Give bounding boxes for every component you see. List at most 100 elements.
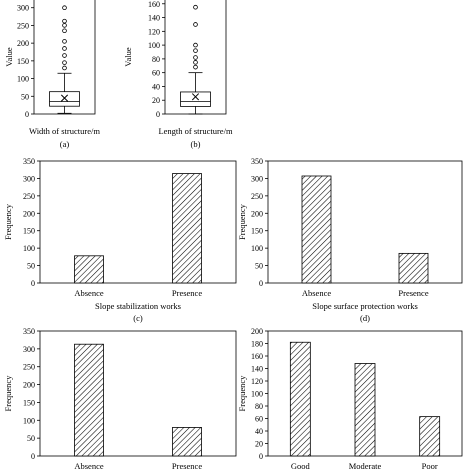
x-tick-label: Presence xyxy=(398,288,428,298)
y-tick-label: 120 xyxy=(148,27,160,36)
outlier-point xyxy=(62,65,67,71)
outlier-point xyxy=(62,28,67,34)
outlier-point xyxy=(193,4,198,10)
plot-frame xyxy=(39,330,237,457)
bar xyxy=(74,343,104,457)
outlier-point xyxy=(62,39,67,44)
y-tick-label: 180 xyxy=(251,340,263,349)
y-tick-label: 20 xyxy=(255,440,263,449)
outlier-point xyxy=(62,53,67,58)
y-tick-label: 200 xyxy=(251,327,263,336)
bar xyxy=(419,416,441,457)
y-tick-label: 50 xyxy=(27,262,35,271)
x-tick-label: Absence xyxy=(74,461,103,471)
bar xyxy=(172,427,202,457)
y-tick-label: 300 xyxy=(251,174,263,183)
x-tick-label: Moderate xyxy=(349,461,382,471)
y-tick-label: 40 xyxy=(255,427,263,436)
chart-panel-4: 0 50 100 150 200 250 300 350 Frequency Absence Pre… xyxy=(237,157,463,323)
y-tick-label: 150 xyxy=(23,398,35,407)
outlier-point xyxy=(193,42,198,48)
outlier-point xyxy=(62,60,67,65)
y-tick-label: 100 xyxy=(251,390,263,399)
outlier-point xyxy=(62,18,67,24)
y-tick-label: 300 xyxy=(17,4,29,13)
mean-marker xyxy=(60,94,69,102)
y-tick-label: 0 xyxy=(259,452,263,461)
y-tick-label: 200 xyxy=(23,209,35,218)
y-tick-label: 60 xyxy=(255,415,263,424)
y-axis-label: Frequency xyxy=(237,375,247,412)
outlier-point xyxy=(62,23,67,28)
y-tick-label: 80 xyxy=(152,55,160,64)
y-tick-label: 200 xyxy=(23,381,35,390)
bar xyxy=(172,173,202,284)
y-tick-label: 300 xyxy=(23,345,35,354)
y-tick-label: 200 xyxy=(251,209,263,218)
panel-label: (c) xyxy=(133,313,143,323)
y-tick-label: 50 xyxy=(27,434,35,443)
x-tick-label: Presence xyxy=(172,288,202,298)
y-tick-label: 50 xyxy=(21,92,29,101)
y-axis-label: Frequency xyxy=(237,203,247,240)
chart-panel-1: 050100150200250300350ValueWidth of struc… xyxy=(4,0,100,149)
outlier-point xyxy=(193,60,198,65)
x-tick-label: Poor xyxy=(422,461,438,471)
y-tick-label: 150 xyxy=(17,57,29,66)
x-tick-label: Good xyxy=(291,461,311,471)
y-tick-label: 300 xyxy=(23,174,35,183)
y-tick-label: 250 xyxy=(23,192,35,201)
y-tick-label: 250 xyxy=(23,363,35,372)
y-tick-label: 80 xyxy=(255,402,263,411)
y-tick-label: 100 xyxy=(251,244,263,253)
panel-label: (a) xyxy=(60,139,70,149)
y-tick-label: 140 xyxy=(148,14,160,23)
outlier-point xyxy=(62,46,67,51)
x-axis-label: External conditions xyxy=(332,472,398,474)
y-tick-label: 150 xyxy=(23,227,35,236)
y-tick-label: 250 xyxy=(251,192,263,201)
bar xyxy=(398,252,429,284)
y-tick-label: 0 xyxy=(259,279,263,288)
y-tick-label: 350 xyxy=(23,327,35,336)
x-axis-label: Width of structure/m xyxy=(29,126,100,136)
bar xyxy=(354,363,376,457)
outlier-point xyxy=(193,64,198,70)
panel-label: (b) xyxy=(191,139,201,149)
y-tick-label: 350 xyxy=(23,157,35,166)
y-tick-label: 140 xyxy=(251,365,263,374)
y-tick-label: 20 xyxy=(152,96,160,105)
x-tick-label: Presence xyxy=(172,461,202,471)
y-axis-label: Frequency xyxy=(3,375,13,412)
panel-label: (d) xyxy=(360,313,370,323)
y-tick-label: 160 xyxy=(148,0,160,9)
plot-frame xyxy=(33,0,96,115)
x-tick-label: Absence xyxy=(302,288,331,298)
y-tick-label: 0 xyxy=(156,110,160,119)
y-tick-label: 100 xyxy=(23,416,35,425)
y-tick-label: 150 xyxy=(251,227,263,236)
y-tick-label: 0 xyxy=(31,279,35,288)
iqr-box xyxy=(180,91,211,107)
bar xyxy=(289,341,311,457)
bar xyxy=(74,255,104,284)
bar xyxy=(301,175,332,284)
mean-marker xyxy=(191,93,200,101)
x-axis-label: Surface water drainage works xyxy=(87,472,188,474)
outlier-point xyxy=(62,5,67,11)
x-tick-label: Absence xyxy=(74,288,103,298)
x-axis-label: Length of structure/m xyxy=(158,126,233,136)
chart-panel-5: 0 50 100 150 200 250 300 350 Frequency Absence Pre… xyxy=(3,327,237,474)
y-tick-label: 200 xyxy=(17,39,29,48)
plot-frame xyxy=(267,160,463,284)
iqr-box xyxy=(49,91,80,107)
outlier-point xyxy=(193,55,198,60)
chart-panel-6: 0 20 40 60 80 100 120 140 160 180 200 Frequency Good… xyxy=(237,327,463,474)
outlier-point xyxy=(193,48,198,53)
y-tick-label: 100 xyxy=(148,41,160,50)
y-tick-label: 100 xyxy=(23,244,35,253)
chart-panel-2: 020406080100120140160180ValueLength of s… xyxy=(123,0,233,149)
outlier-point xyxy=(193,22,198,27)
y-tick-label: 50 xyxy=(255,262,263,271)
x-axis-label: Slope stabilization works xyxy=(95,301,181,311)
